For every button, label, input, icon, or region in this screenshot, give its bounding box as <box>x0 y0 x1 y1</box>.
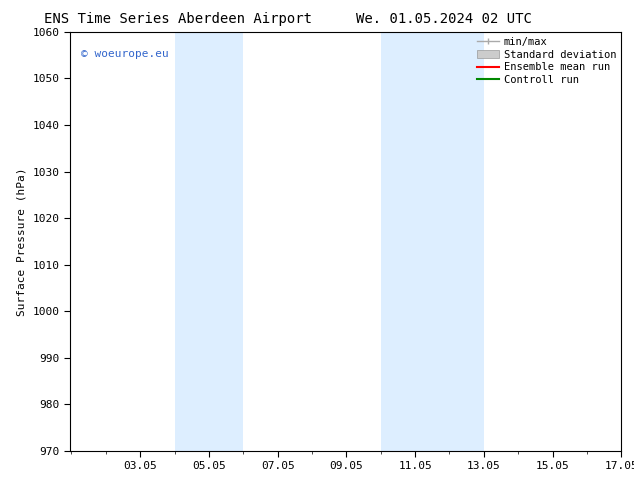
Bar <box>174 32 243 451</box>
Legend: min/max, Standard deviation, Ensemble mean run, Controll run: min/max, Standard deviation, Ensemble me… <box>474 35 618 87</box>
Text: © woeurope.eu: © woeurope.eu <box>81 49 169 59</box>
Text: ENS Time Series Aberdeen Airport: ENS Time Series Aberdeen Airport <box>44 12 311 26</box>
Bar <box>381 32 484 451</box>
Text: We. 01.05.2024 02 UTC: We. 01.05.2024 02 UTC <box>356 12 532 26</box>
Y-axis label: Surface Pressure (hPa): Surface Pressure (hPa) <box>16 167 27 316</box>
